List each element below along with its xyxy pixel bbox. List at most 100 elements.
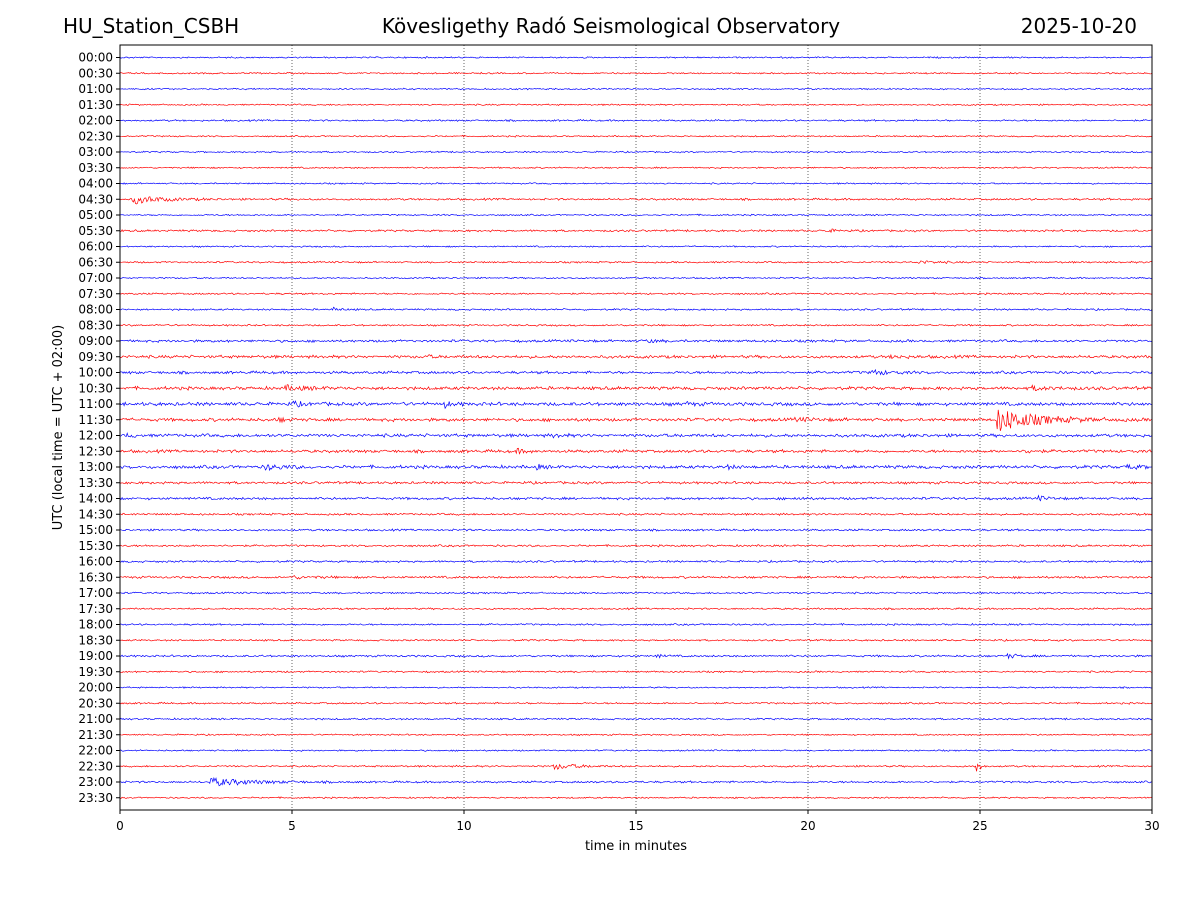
y-tick-label: 09:30 [78, 350, 113, 364]
y-tick-label: 09:00 [78, 334, 113, 348]
y-tick-label: 05:00 [78, 208, 113, 222]
trace-0200 [119, 118, 1153, 123]
trace-0100 [119, 87, 1153, 91]
trace-0830 [119, 323, 1153, 327]
y-tick-label: 08:00 [78, 303, 113, 317]
y-tick-label: 13:00 [78, 460, 113, 474]
y-tick-label: 11:30 [78, 413, 113, 427]
x-axis-label: time in minutes [585, 839, 687, 854]
trace-0430 [119, 196, 1153, 205]
y-tick-label: 20:00 [78, 681, 113, 695]
x-tick-label: 5 [288, 819, 296, 833]
y-tick-label: 18:00 [78, 618, 113, 632]
grid-lines [291, 45, 981, 810]
trace-0300 [119, 150, 1153, 154]
y-tick-label: 23:30 [78, 791, 113, 805]
x-tick-label: 10 [456, 819, 471, 833]
y-tick-label: 12:00 [78, 429, 113, 443]
x-axis-ticks: 0 5 10 15 20 25 30 [116, 810, 1160, 833]
trace-1200 [119, 432, 1153, 439]
y-tick-label: 21:30 [78, 728, 113, 742]
y-tick-label: 14:30 [78, 507, 113, 521]
y-tick-label: 03:00 [78, 145, 113, 159]
y-tick-label: 04:30 [78, 192, 113, 206]
chart-title: Kövesligethy Radó Seismological Observat… [381, 14, 841, 38]
trace-0630 [119, 260, 1153, 264]
trace-0400 [119, 182, 1153, 185]
y-tick-label: 02:00 [78, 114, 113, 128]
trace-2000 [119, 686, 1153, 689]
trace-1130 [119, 409, 1153, 431]
trace-1000 [119, 368, 1153, 376]
y-tick-label: 10:30 [78, 381, 113, 395]
y-tick-label: 03:30 [78, 161, 113, 175]
y-tick-label: 15:30 [78, 539, 113, 553]
trace-1600 [119, 559, 1153, 564]
y-tick-label: 10:00 [78, 366, 113, 380]
x-tick-label: 25 [972, 819, 987, 833]
y-tick-label: 07:00 [78, 271, 113, 285]
seismogram-traces [119, 56, 1153, 800]
y-tick-label: 01:00 [78, 82, 113, 96]
trace-1400 [119, 494, 1153, 502]
trace-2100 [119, 717, 1153, 721]
y-tick-label: 21:00 [78, 712, 113, 726]
trace-1530 [119, 543, 1153, 548]
trace-1730 [119, 607, 1153, 611]
trace-1830 [119, 638, 1153, 642]
trace-0500 [119, 213, 1153, 217]
trace-1700 [119, 591, 1153, 595]
y-tick-label: 18:30 [78, 633, 113, 647]
trace-1100 [119, 400, 1153, 410]
y-tick-label: 16:30 [78, 570, 113, 584]
trace-1930 [119, 670, 1153, 674]
trace-2230 [119, 763, 1153, 772]
trace-0800 [119, 306, 1153, 311]
trace-0530 [119, 228, 1153, 234]
trace-1500 [119, 528, 1153, 532]
trace-0030 [119, 71, 1153, 75]
trace-1800 [119, 622, 1153, 627]
trace-0000 [119, 56, 1153, 59]
y-tick-label: 04:00 [78, 177, 113, 191]
trace-2300 [120, 776, 1153, 787]
y-tick-label: 19:00 [78, 649, 113, 663]
y-tick-label: 16:00 [78, 555, 113, 569]
y-tick-label: 05:30 [78, 224, 113, 238]
trace-1030 [119, 384, 1153, 392]
trace-0730 [119, 292, 1153, 296]
x-tick-label: 0 [116, 819, 124, 833]
trace-1330 [119, 480, 1153, 485]
x-tick-label: 20 [800, 819, 815, 833]
y-tick-label: 20:30 [78, 696, 113, 710]
trace-0130 [119, 103, 1153, 107]
x-tick-label: 15 [628, 819, 643, 833]
y-tick-label: 17:30 [78, 602, 113, 616]
y-tick-label: 01:30 [78, 98, 113, 112]
trace-0930 [119, 353, 1153, 360]
y-tick-label: 13:30 [78, 476, 113, 490]
trace-2330 [119, 796, 1153, 800]
y-tick-label: 07:30 [78, 287, 113, 301]
y-tick-label: 19:30 [78, 665, 113, 679]
y-tick-label: 06:00 [78, 240, 113, 254]
y-tick-label: 15:00 [78, 523, 113, 537]
y-tick-label: 22:00 [78, 744, 113, 758]
y-tick-label: 06:30 [78, 255, 113, 269]
y-tick-label: 08:30 [78, 318, 113, 332]
trace-1630 [119, 575, 1153, 580]
y-tick-label: 23:00 [78, 775, 113, 789]
station-name: HU_Station_CSBH [63, 14, 240, 38]
y-tick-label: 00:00 [78, 51, 113, 65]
trace-0230 [119, 134, 1153, 138]
y-tick-label: 11:00 [78, 397, 113, 411]
trace-0330 [119, 166, 1153, 170]
trace-0900 [119, 338, 1153, 344]
y-tick-label: 14:00 [78, 492, 113, 506]
trace-0700 [120, 276, 1153, 280]
trace-2030 [119, 701, 1153, 705]
trace-2130 [119, 733, 1153, 737]
trace-1900 [119, 652, 1153, 660]
